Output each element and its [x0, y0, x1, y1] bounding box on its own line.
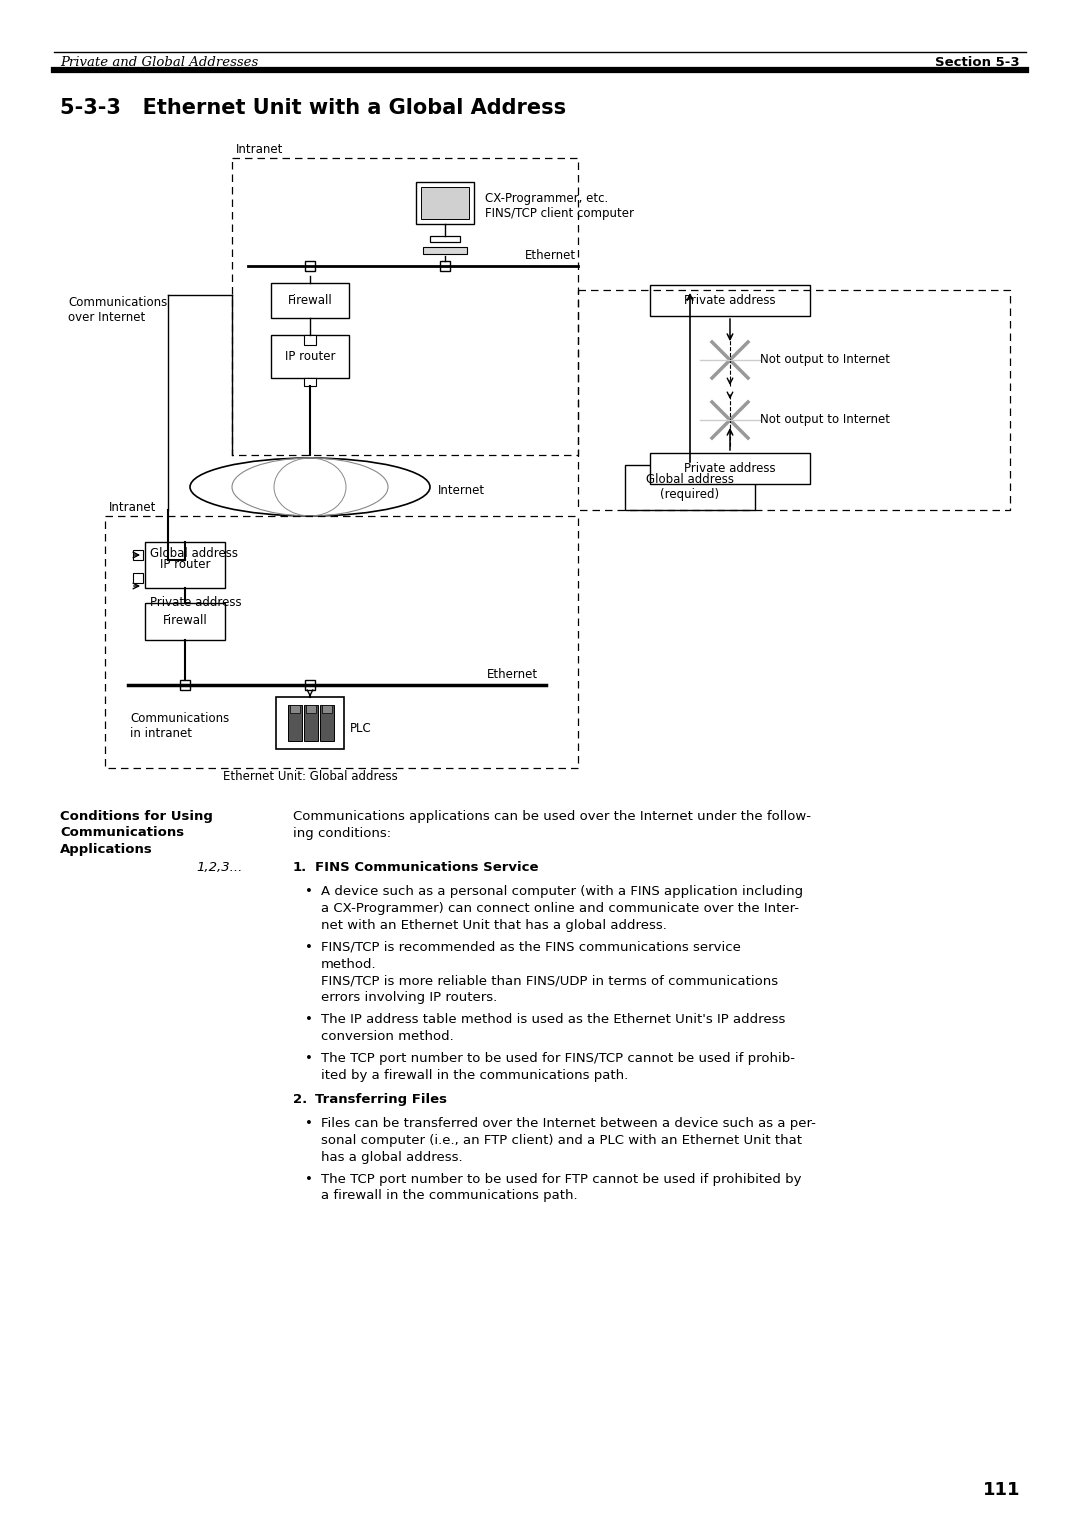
Text: Private and Global Addresses: Private and Global Addresses [60, 57, 258, 69]
Text: FINS/TCP is recommended as the FINS communications service: FINS/TCP is recommended as the FINS comm… [321, 941, 741, 953]
Text: Global address
(required): Global address (required) [646, 474, 734, 501]
Text: The TCP port number to be used for FTP cannot be used if prohibited by: The TCP port number to be used for FTP c… [321, 1174, 801, 1186]
Text: net with an Ethernet Unit that has a global address.: net with an Ethernet Unit that has a glo… [321, 918, 666, 932]
Text: •: • [305, 1051, 313, 1065]
Text: 5-3-3   Ethernet Unit with a Global Address: 5-3-3 Ethernet Unit with a Global Addres… [60, 98, 566, 118]
Text: Applications: Applications [60, 843, 152, 856]
Text: Private address: Private address [150, 596, 242, 610]
Bar [303, 335, 316, 345]
Text: sonal computer (i.e., an FTP client) and a PLC with an Ethernet Unit that: sonal computer (i.e., an FTP client) and… [321, 1134, 802, 1148]
Text: method.: method. [321, 958, 377, 970]
Bar [145, 542, 225, 588]
Text: Firewall: Firewall [163, 614, 207, 628]
Text: •: • [305, 1174, 313, 1186]
Text: a CX-Programmer) can connect online and communicate over the Inter-: a CX-Programmer) can connect online and … [321, 902, 799, 915]
Text: Intranet: Intranet [109, 501, 157, 513]
Bar [320, 704, 334, 741]
Bar [440, 261, 450, 270]
Bar [133, 573, 143, 584]
Bar [291, 704, 300, 714]
Text: •: • [305, 1013, 313, 1025]
Text: Intranet: Intranet [237, 144, 283, 156]
Text: Internet: Internet [438, 483, 485, 497]
Text: Global address: Global address [150, 547, 238, 559]
Text: Communications
over Internet: Communications over Internet [68, 296, 167, 324]
Text: ited by a firewall in the communications path.: ited by a firewall in the communications… [321, 1068, 629, 1082]
Bar [133, 550, 143, 559]
Text: •: • [305, 1117, 313, 1131]
Bar [145, 604, 225, 640]
Text: 2.: 2. [293, 1093, 307, 1106]
Bar [430, 235, 460, 241]
Bar [322, 704, 332, 714]
Text: Firewall: Firewall [287, 293, 333, 307]
Text: CX-Programmer, etc.
FINS/TCP client computer: CX-Programmer, etc. FINS/TCP client comp… [485, 193, 634, 220]
Text: a firewall in the communications path.: a firewall in the communications path. [321, 1189, 578, 1203]
Text: ing conditions:: ing conditions: [293, 827, 391, 839]
Text: Communications: Communications [60, 827, 184, 839]
Text: Ethernet: Ethernet [487, 668, 538, 681]
Text: IP router: IP router [160, 559, 211, 571]
Text: Not output to Internet: Not output to Internet [760, 414, 890, 426]
Text: conversion method.: conversion method. [321, 1030, 454, 1042]
Bar [423, 248, 467, 254]
Text: has a global address.: has a global address. [321, 1151, 462, 1163]
Text: •: • [305, 941, 313, 953]
Text: Files can be transferred over the Internet between a device such as a per-: Files can be transferred over the Intern… [321, 1117, 815, 1131]
Text: •: • [305, 886, 313, 898]
Text: Communications
in intranet: Communications in intranet [130, 712, 229, 740]
Text: FINS/TCP is more reliable than FINS/UDP in terms of communications: FINS/TCP is more reliable than FINS/UDP … [321, 973, 778, 987]
Text: The TCP port number to be used for FINS/TCP cannot be used if prohib-: The TCP port number to be used for FINS/… [321, 1051, 795, 1065]
Text: Private address: Private address [685, 293, 775, 307]
Bar [271, 335, 349, 377]
Text: Conditions for Using: Conditions for Using [60, 810, 213, 824]
Text: A device such as a personal computer (with a FINS application including: A device such as a personal computer (wi… [321, 886, 804, 898]
Text: IP router: IP router [285, 350, 335, 362]
Bar [625, 465, 755, 510]
Text: Private address: Private address [685, 461, 775, 475]
Text: PLC: PLC [350, 721, 372, 735]
Bar [305, 680, 315, 691]
Bar [421, 186, 469, 219]
Text: Ethernet Unit: Global address: Ethernet Unit: Global address [222, 770, 397, 782]
Bar [303, 704, 318, 741]
Text: Ethernet: Ethernet [525, 249, 576, 261]
Bar [650, 286, 810, 316]
Text: 1,2,3...: 1,2,3... [197, 860, 243, 874]
Bar [303, 377, 316, 387]
Text: The IP address table method is used as the Ethernet Unit's IP address: The IP address table method is used as t… [321, 1013, 785, 1025]
Text: Transferring Files: Transferring Files [315, 1093, 447, 1106]
Bar [416, 182, 474, 225]
Bar [276, 697, 345, 749]
Bar [288, 704, 302, 741]
Text: Communications applications can be used over the Internet under the follow-: Communications applications can be used … [293, 810, 811, 824]
Text: 1.: 1. [293, 860, 307, 874]
Bar [271, 283, 349, 318]
Text: errors involving IP routers.: errors involving IP routers. [321, 990, 497, 1004]
Text: 111: 111 [983, 1481, 1020, 1499]
Ellipse shape [190, 458, 430, 516]
Text: Not output to Internet: Not output to Internet [760, 353, 890, 367]
Bar [180, 680, 190, 691]
Bar [650, 452, 810, 484]
Bar [305, 261, 315, 270]
Text: Section 5-3: Section 5-3 [935, 57, 1020, 69]
Text: FINS Communications Service: FINS Communications Service [315, 860, 539, 874]
Bar [306, 704, 316, 714]
